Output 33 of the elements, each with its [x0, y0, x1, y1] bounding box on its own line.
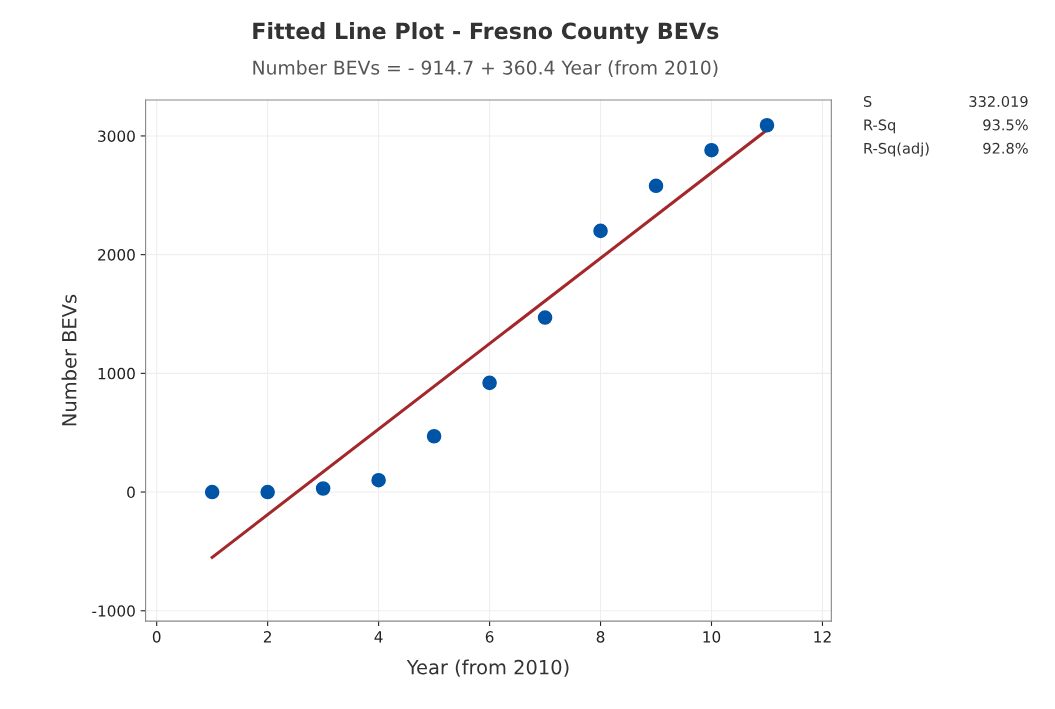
chart-title: Fitted Line Plot - Fresno County BEVs [253, 22, 719, 44]
point [426, 428, 442, 444]
x-tick-label: 0 [152, 631, 161, 643]
point [371, 472, 386, 488]
x-tick-label: 4 [374, 631, 383, 643]
point [648, 178, 664, 194]
y-tick-label: 3000 [98, 130, 135, 142]
x-tick-label: 10 [703, 631, 721, 643]
point [704, 142, 719, 158]
chart-subtitle: Number BEVs = - 914.7 + 360.4 Year (from 2010) [253, 60, 718, 77]
x-tick-label: 2 [263, 631, 271, 643]
text: R-Sq(adj) [864, 142, 929, 157]
text: R-Sq [864, 119, 895, 134]
text: 92.8% [983, 142, 1028, 154]
point [482, 375, 497, 391]
point [260, 484, 275, 500]
y-tick-label: -1000 [92, 605, 135, 617]
y-tick-label: 0 [127, 486, 135, 499]
point [759, 117, 775, 133]
x-tick-label: 6 [485, 631, 494, 643]
x-tick-label: 8 [596, 631, 605, 643]
text: 93.5% [983, 119, 1028, 131]
point [593, 223, 608, 239]
point [315, 481, 331, 496]
point [537, 310, 553, 325]
x-axis-title: Year (from 2010) [406, 659, 569, 677]
x-tick-label: 12 [814, 631, 831, 643]
text: 332.019 [969, 95, 1028, 107]
y-tick-label: 2000 [98, 249, 135, 261]
text: S [863, 95, 872, 107]
point [204, 484, 220, 500]
y-axis-title: Number BEVs [61, 294, 77, 426]
y-tick-label: 1000 [98, 367, 135, 380]
